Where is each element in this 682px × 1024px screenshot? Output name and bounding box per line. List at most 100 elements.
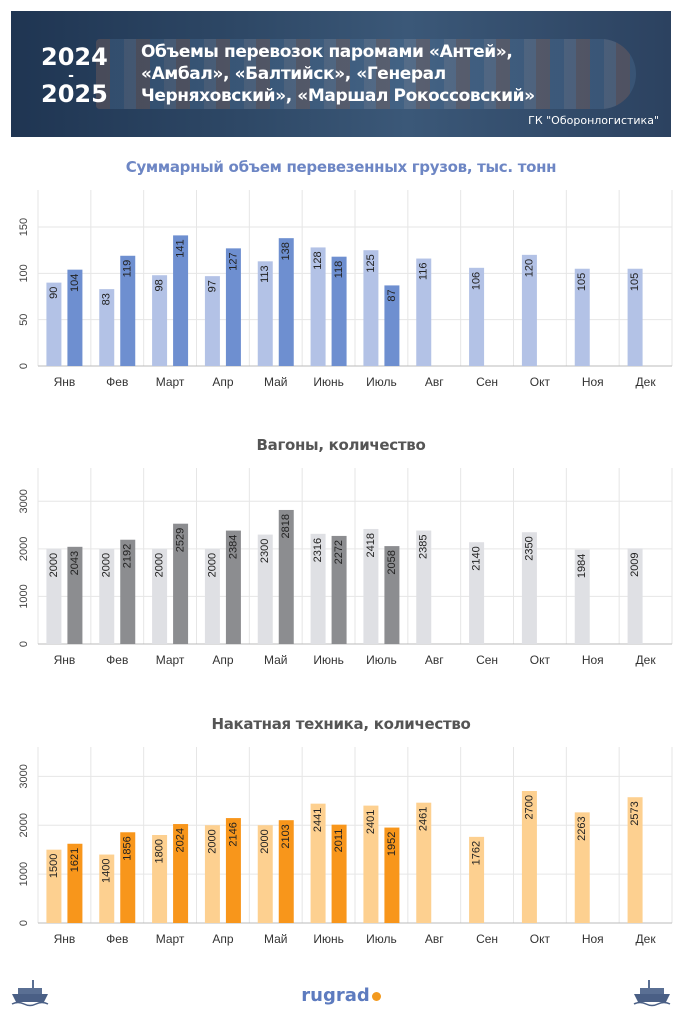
cargo-bar (627, 268, 643, 366)
vehicles-bar (67, 843, 83, 923)
x-tick-label: Янв (54, 375, 76, 389)
y-tick-label: 2000 (18, 537, 30, 561)
container-ship-background (96, 39, 636, 109)
logo-text: rugrad (301, 985, 370, 1006)
x-tick-label: Июль (366, 932, 397, 946)
cargo-bar (173, 235, 189, 366)
x-tick-label: Янв (54, 932, 76, 946)
bar-value-label: 2384 (227, 535, 239, 559)
x-tick-label: Сен (476, 932, 498, 946)
bar-value-label: 118 (333, 261, 345, 279)
x-tick-label: Авг (425, 375, 444, 389)
bar-value-label: 2192 (122, 544, 134, 568)
cargo-bar (67, 269, 83, 366)
vehicles-plot: 0 1000 2000 3000 1500 1400 1800 2000 2000 2441 240… (18, 747, 673, 946)
bar-value-label: 2401 (365, 810, 377, 834)
wagons-chart: 0 1000 2000 3000 2000 2000 2000 2000 2300 2316 241… (0, 428, 682, 678)
y-tick-label: 150 (18, 218, 30, 236)
wagons-bar (204, 548, 220, 644)
cargo-bar (278, 238, 294, 366)
x-tick-label: Авг (425, 932, 444, 946)
vehicles-bar (384, 827, 400, 923)
x-tick-label: Июль (366, 653, 397, 667)
x-tick-label: Март (156, 932, 185, 946)
bar-value-label: 1762 (470, 841, 482, 865)
x-tick-label: Апр (212, 932, 234, 946)
footer-logo[interactable]: rugrad (0, 985, 682, 1006)
cargo-bar (363, 250, 379, 366)
years-label: 2024 - 2025 (41, 45, 108, 107)
cargo-bar (99, 289, 115, 366)
source-label: ГК "Оборонлогистика" (528, 114, 659, 127)
wagons-bar (99, 548, 115, 644)
bar-value-label: 2316 (312, 538, 324, 562)
wagons-bar (521, 532, 537, 644)
year-dash: - (68, 68, 74, 84)
vehicles-bar (225, 818, 241, 923)
bar-value-label: 106 (470, 272, 482, 290)
wagons-bar (310, 533, 326, 644)
cargo-chart-title: Суммарный объем перевезенных грузов, тыс… (125, 158, 557, 176)
cargo-bar (521, 254, 537, 366)
bar-value-label: 2000 (206, 553, 218, 577)
cargo-bar (469, 267, 485, 366)
x-tick-label: Сен (476, 375, 498, 389)
y-tick-label: 0 (18, 641, 30, 647)
x-tick-label: Май (264, 932, 288, 946)
x-tick-label: Фев (106, 653, 128, 667)
bar-value-label: 2000 (48, 553, 60, 577)
wagons-bar (416, 530, 432, 644)
bar-value-label: 116 (418, 263, 430, 281)
bar-value-label: 2024 (174, 828, 186, 852)
vehicles-bar (416, 802, 432, 923)
bar-value-label: 104 (69, 274, 81, 292)
vehicles-bar (120, 832, 136, 923)
wagons-bar (331, 535, 347, 644)
bar-value-label: 2441 (312, 808, 324, 832)
bar-value-label: 120 (523, 259, 535, 277)
bar-value-label: 2700 (523, 795, 535, 819)
x-tick-label: Март (156, 375, 185, 389)
bar-value-label: 1800 (153, 839, 165, 863)
x-tick-label: Июнь (313, 653, 344, 667)
bar-value-label: 105 (629, 273, 641, 291)
x-tick-label: Окт (530, 375, 551, 389)
bar-value-label: 2818 (280, 514, 292, 538)
wagons-bar (257, 534, 273, 644)
bar-value-label: 1984 (576, 554, 588, 578)
vehicles-chart: 0 1000 2000 3000 1500 1400 1800 2000 2000 2441 240… (0, 707, 682, 957)
bar-value-label: 2000 (259, 829, 271, 853)
x-tick-label: Дек (636, 932, 657, 946)
bar-value-label: 2529 (174, 528, 186, 552)
ship-icon-right (633, 980, 671, 1007)
x-tick-label: Авг (425, 653, 444, 667)
bar-value-label: 2009 (629, 552, 641, 576)
vehicles-bar (152, 835, 168, 923)
wagons-bar (384, 546, 400, 644)
page-title: Объемы перевозок паромами «Антей», «Амба… (141, 42, 535, 106)
x-tick-label: Ноя (582, 375, 604, 389)
wagons-bar (173, 523, 189, 644)
bar-value-label: 2043 (69, 551, 81, 575)
x-tick-label: Фев (106, 375, 128, 389)
bar-value-label: 1500 (48, 854, 60, 878)
bar-value-label: 87 (386, 289, 398, 301)
x-tick-label: Июнь (313, 932, 344, 946)
bar-value-label: 1952 (386, 832, 398, 856)
vehicles-bar (204, 825, 220, 923)
y-tick-label: 0 (18, 363, 30, 369)
x-tick-label: Май (264, 653, 288, 667)
x-tick-label: Апр (212, 375, 234, 389)
cargo-bar (310, 247, 326, 366)
x-tick-label: Янв (54, 653, 76, 667)
bar-value-label: 2272 (333, 540, 345, 564)
x-tick-label: Фев (106, 932, 128, 946)
wagons-bar (627, 548, 643, 644)
bar-value-label: 2300 (259, 539, 271, 563)
bar-value-label: 141 (174, 239, 186, 257)
bar-value-label: 2000 (153, 553, 165, 577)
vehicles-bar (310, 803, 326, 923)
bar-value-label: 2140 (470, 546, 482, 570)
wagons-plot: 0 1000 2000 3000 2000 2000 2000 2000 2300 2316 241… (18, 468, 673, 667)
x-tick-label: Окт (530, 932, 551, 946)
